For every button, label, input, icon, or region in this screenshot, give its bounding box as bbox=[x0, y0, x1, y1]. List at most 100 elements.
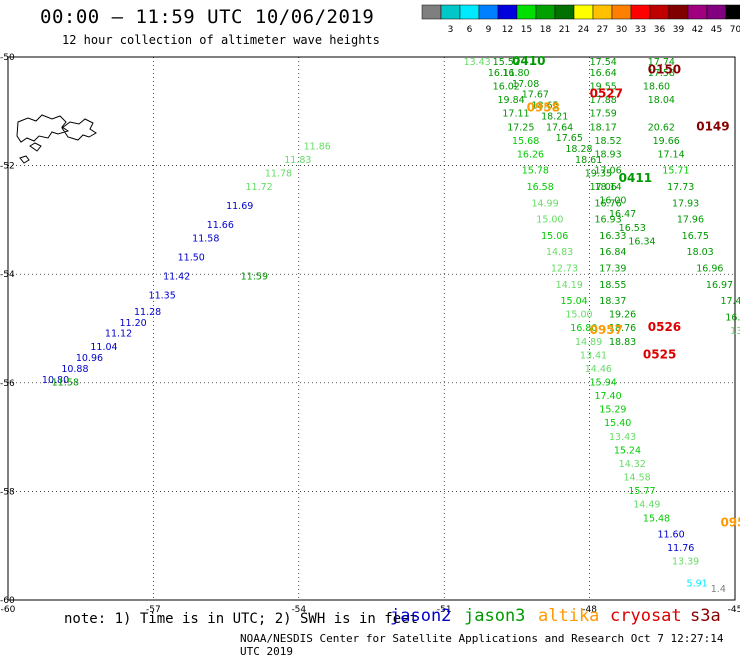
plot-frame bbox=[7, 56, 736, 601]
legend-tick-label: 21 bbox=[559, 25, 570, 35]
wave-height-label: 16.96 bbox=[696, 263, 723, 274]
wave-height-label: 17.40 bbox=[594, 391, 621, 402]
credit-line: NOAA/NESDIS Center for Satellite Applica… bbox=[240, 632, 724, 658]
wave-height-label: 15.48 bbox=[643, 513, 670, 524]
wave-height-label: 13 bbox=[730, 326, 740, 337]
satellite-legend-altika: altika bbox=[538, 606, 600, 626]
wave-height-label: 19.84 bbox=[498, 95, 525, 106]
y-tick-label: -60 bbox=[0, 596, 15, 606]
wave-height-label: 16.64 bbox=[590, 68, 617, 79]
wave-height-label: 14.58 bbox=[624, 473, 651, 484]
wave-height-label: 12.73 bbox=[551, 263, 578, 274]
wave-height-label: 17.14 bbox=[657, 149, 684, 160]
pass-time-label: 0957 bbox=[720, 516, 740, 530]
wave-height-label: 17.54 bbox=[590, 57, 617, 68]
wave-height-label: 19.66 bbox=[653, 136, 680, 147]
wave-height-label: 11.28 bbox=[134, 307, 161, 318]
x-tick-label: -51 bbox=[437, 605, 452, 615]
pass-time-label: 0957 bbox=[590, 323, 623, 337]
wave-height-label: 18.76 bbox=[609, 323, 636, 334]
wave-height-label: 5.91 bbox=[687, 578, 708, 589]
wave-height-label: 18.65 bbox=[531, 101, 558, 112]
wave-height-label: 13.43 bbox=[609, 432, 636, 443]
wave-height-label: 15.94 bbox=[590, 378, 617, 389]
legend-tick-label: 36 bbox=[654, 25, 666, 35]
wave-height-label: 17.96 bbox=[677, 215, 704, 226]
wave-height-label: 16.97 bbox=[706, 280, 733, 291]
wave-height-label: 16.80 bbox=[502, 68, 529, 79]
legend-tick-label: 39 bbox=[673, 25, 685, 35]
legend-tick-label: 3 bbox=[448, 25, 454, 35]
wave-height-label: 11.42 bbox=[163, 272, 190, 283]
wave-height-label: 16.11 bbox=[488, 68, 515, 79]
wave-height-label: 15.00 bbox=[565, 310, 592, 321]
wave-height-label: 14.32 bbox=[619, 459, 646, 470]
wave-height-label: 11.76 bbox=[667, 543, 694, 554]
wave-height-label: 19.26 bbox=[609, 310, 636, 321]
pass-time-label: 0149 bbox=[696, 119, 729, 133]
wave-height-label: 20.62 bbox=[648, 122, 675, 133]
wave-height-label: 17.11 bbox=[502, 109, 529, 120]
wave-height-label: 15.52 bbox=[493, 57, 520, 68]
chart-subtitle: 12 hour collection of altimeter wave hei… bbox=[62, 33, 380, 47]
wave-height-label: 16.00 bbox=[599, 196, 626, 207]
wave-height-label: 11.69 bbox=[226, 201, 253, 212]
satellite-legend-jason2: jason2 bbox=[390, 606, 452, 626]
wave-height-label: 11.04 bbox=[90, 342, 117, 353]
satellite-legend-cryosat: cryosat bbox=[610, 606, 682, 626]
x-tick-label: -57 bbox=[146, 605, 161, 615]
wave-height-label: 18.37 bbox=[599, 296, 626, 307]
wave-height-label: 14.19 bbox=[556, 280, 583, 291]
wave-height-label: 11.86 bbox=[304, 141, 331, 152]
wave-height-label: 15.24 bbox=[614, 445, 641, 456]
wave-height-label: 11.20 bbox=[119, 318, 146, 329]
pass-time-label: 0527 bbox=[590, 87, 623, 101]
wave-height-label: 17.39 bbox=[599, 263, 626, 274]
wave-height-label: 16.47 bbox=[609, 209, 636, 220]
wave-height-label: 17.08 bbox=[512, 79, 539, 90]
wave-height-label: 16.93 bbox=[594, 215, 621, 226]
x-tick-label: -48 bbox=[582, 605, 597, 615]
wave-height-label: 18.28 bbox=[565, 144, 592, 155]
wave-height-label: 17.65 bbox=[556, 133, 583, 144]
wave-height-label: 15.68 bbox=[512, 136, 539, 147]
wave-height-label: 17.74 bbox=[648, 57, 675, 68]
legend-tick-label: 45 bbox=[711, 25, 722, 35]
wave-height-label: 16.02 bbox=[493, 82, 520, 93]
legend-tick-label: 15 bbox=[521, 25, 532, 35]
pass-time-label: 0526 bbox=[648, 320, 681, 334]
wave-height-label: 17.06 bbox=[590, 182, 617, 193]
satellite-legend-s3a: s3a bbox=[690, 606, 721, 626]
wave-height-label: 18.83 bbox=[609, 337, 636, 348]
legend-tick-label: 24 bbox=[578, 25, 590, 35]
wave-height-label: 1.4 bbox=[711, 584, 726, 595]
wave-height-label: 17.42 bbox=[720, 296, 740, 307]
satellite-legend-jason3: jason3 bbox=[464, 606, 526, 626]
wave-height-label: 15.00 bbox=[536, 215, 563, 226]
x-tick-label: -54 bbox=[291, 605, 306, 615]
wave-height-label: 16.26 bbox=[517, 149, 544, 160]
y-tick-label: -52 bbox=[0, 162, 15, 172]
wave-height-label: 10.80 bbox=[42, 375, 69, 386]
wave-height-label: 14.89 bbox=[575, 337, 602, 348]
wave-height-label: 14.46 bbox=[585, 364, 612, 375]
x-tick-label: -60 bbox=[1, 605, 16, 615]
wave-height-label: 19.35 bbox=[585, 168, 612, 179]
wave-height-label: 14.83 bbox=[546, 247, 573, 258]
wave-height-label: 11.50 bbox=[178, 253, 205, 264]
wave-height-label: 15.04 bbox=[561, 296, 588, 307]
wave-height-label: 11:59 bbox=[241, 272, 268, 283]
wave-height-label: 18.04 bbox=[648, 95, 675, 106]
wave-height-label: 17.25 bbox=[507, 122, 534, 133]
wave-height-label: 17.58 bbox=[648, 68, 675, 79]
legend-tick-label: 9 bbox=[486, 25, 492, 35]
wave-height-label: 11.58 bbox=[192, 234, 219, 245]
wave-height-label: 18.60 bbox=[643, 82, 670, 93]
legend-tick-label: 6 bbox=[467, 25, 473, 35]
wave-height-label: 17.88 bbox=[590, 95, 617, 106]
wave-height-label: 17.06 bbox=[594, 166, 621, 177]
wave-height-label: 16.53 bbox=[619, 223, 646, 234]
wave-height-label: 17.73 bbox=[667, 182, 694, 193]
